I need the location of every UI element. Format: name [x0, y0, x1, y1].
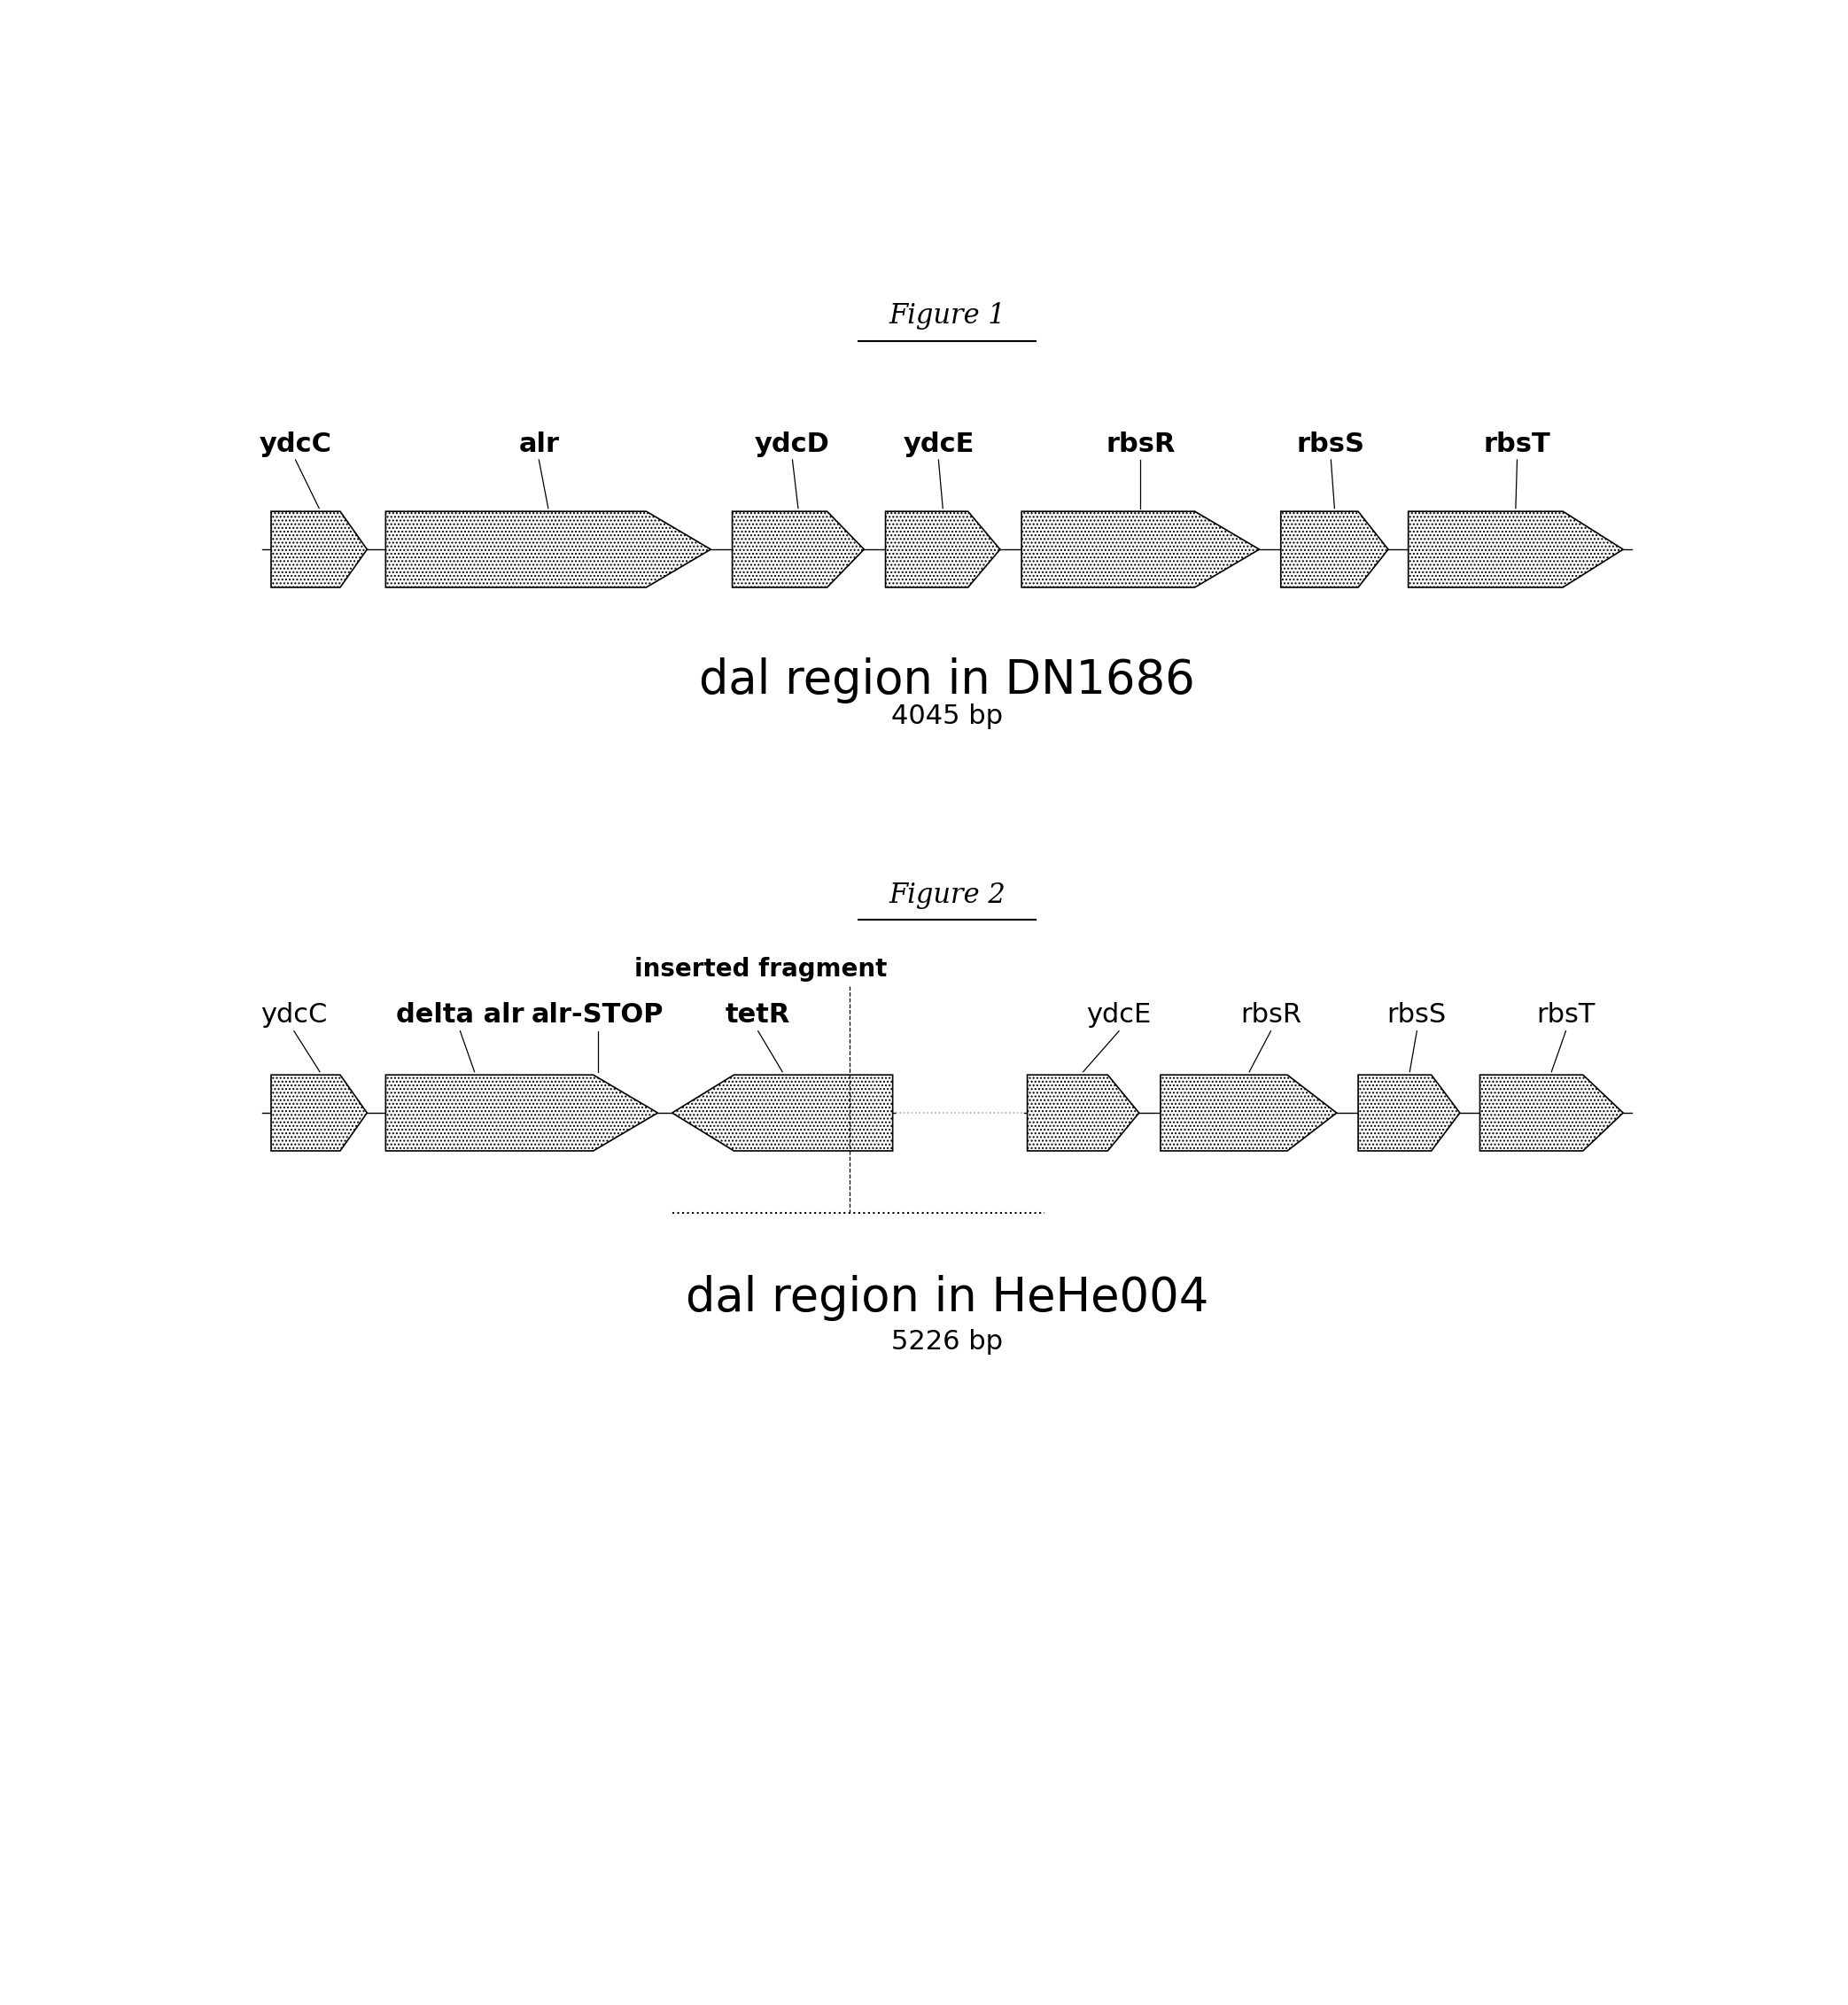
Polygon shape [673, 1075, 893, 1151]
Text: Figure 1: Figure 1 [889, 303, 1005, 329]
Text: rbsR: rbsR [1105, 431, 1175, 457]
Text: ydcD: ydcD [754, 431, 830, 457]
Text: ydcE: ydcE [1087, 1002, 1151, 1029]
Polygon shape [272, 1075, 368, 1151]
Polygon shape [885, 511, 1000, 587]
Polygon shape [1358, 1075, 1460, 1151]
Text: rbsT: rbsT [1484, 431, 1550, 457]
Text: rbsS: rbsS [1297, 431, 1366, 457]
Polygon shape [1022, 511, 1258, 587]
Polygon shape [1027, 1075, 1138, 1151]
Text: alr: alr [519, 431, 560, 457]
Text: rbsR: rbsR [1240, 1002, 1301, 1029]
Polygon shape [272, 511, 368, 587]
Polygon shape [1281, 511, 1388, 587]
Text: rbsT: rbsT [1536, 1002, 1595, 1029]
Text: 4045 bp: 4045 bp [891, 704, 1003, 730]
Polygon shape [386, 511, 711, 587]
Text: 5226 bp: 5226 bp [891, 1329, 1003, 1355]
Text: tetR: tetR [726, 1002, 791, 1029]
Polygon shape [386, 1075, 658, 1151]
Text: delta alr: delta alr [395, 1002, 525, 1029]
Text: dal region in HeHe004: dal region in HeHe004 [686, 1275, 1209, 1321]
Polygon shape [1161, 1075, 1336, 1151]
Text: rbsS: rbsS [1388, 1002, 1447, 1029]
Text: ydcC: ydcC [259, 431, 333, 457]
Polygon shape [1480, 1075, 1623, 1151]
Text: Figure 2: Figure 2 [889, 882, 1005, 908]
Text: alr-STOP: alr-STOP [532, 1002, 663, 1029]
Text: ydcE: ydcE [904, 431, 974, 457]
Text: ydcC: ydcC [261, 1002, 327, 1029]
Text: dal region in DN1686: dal region in DN1686 [699, 658, 1196, 704]
Polygon shape [1408, 511, 1623, 587]
Polygon shape [732, 511, 865, 587]
Text: inserted fragment: inserted fragment [634, 956, 887, 982]
